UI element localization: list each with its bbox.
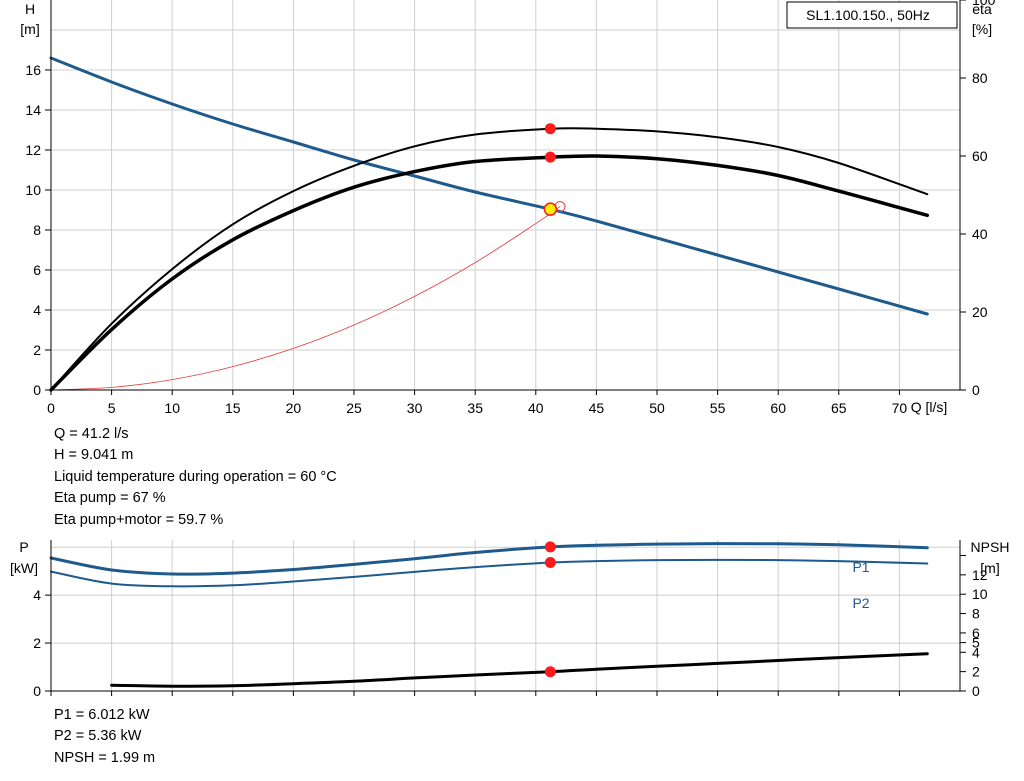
- left-tick-label: 4: [33, 302, 41, 318]
- head-chart-ticks: 0 5 10 15 20 25 30 35 40 45 50 55 60 65 70 0 2 4 6 8 10 12 14 1…: [25, 0, 996, 416]
- chart-title: SL1.100.150., 50Hz: [806, 7, 930, 23]
- x-tick-label: 0: [47, 400, 55, 416]
- head-chart-grid: [51, 0, 960, 390]
- eta-axis-unit: [%]: [972, 21, 992, 37]
- right-tick-label: 40: [972, 226, 988, 242]
- right-tick-label: 5: [972, 635, 980, 651]
- right-tick-label: 12: [972, 567, 988, 583]
- x-tick-label: 15: [225, 400, 241, 416]
- power-chart-axes: [50, 540, 961, 692]
- right-tick-label: 6: [972, 625, 980, 641]
- left-tick-label: 2: [33, 635, 41, 651]
- left-tick-label: 0: [33, 683, 41, 699]
- right-tick-label: 8: [972, 606, 980, 622]
- left-tick-label: 8: [33, 222, 41, 238]
- right-tick-label: 4: [972, 644, 980, 660]
- right-tick-label: 0: [972, 683, 980, 699]
- left-tick-label: 14: [25, 102, 41, 118]
- power-chart-markers: [544, 541, 556, 678]
- right-tick-label: 20: [972, 304, 988, 320]
- head-chart-axes: [50, 0, 961, 391]
- x-tick-label: 65: [831, 400, 847, 416]
- x-tick-label: 60: [770, 400, 786, 416]
- left-tick-label: 0: [33, 382, 41, 398]
- eta-pump-motor-curve: [49, 154, 930, 392]
- x-tick-label: 55: [710, 400, 726, 416]
- head-chart-curves: [49, 56, 930, 392]
- power-chart-grid: [51, 540, 960, 691]
- p-axis-title: P: [19, 539, 28, 555]
- left-tick-label: 4: [33, 587, 41, 603]
- x-tick-label: 50: [649, 400, 665, 416]
- right-tick-label: 80: [972, 70, 988, 86]
- h-curve: [49, 56, 929, 316]
- x-tick-label: 35: [467, 400, 483, 416]
- eta-pump-readout: Eta pump = 67 %: [54, 490, 166, 507]
- eta-pump-marker: [544, 123, 556, 135]
- p2-marker: [544, 557, 556, 569]
- right-tick-label: 0: [972, 382, 980, 398]
- p2-series-label: P2: [852, 595, 869, 611]
- left-tick-label: 16: [25, 62, 41, 78]
- left-tick-label: 12: [25, 142, 41, 158]
- power-chart-curves: [49, 542, 929, 688]
- x-tick-label: 30: [407, 400, 423, 416]
- h-axis-unit: [m]: [20, 21, 39, 37]
- npsh-curve: [110, 652, 929, 688]
- head-chart-markers: [543, 123, 566, 216]
- eta-pump-motor-marker: [544, 151, 556, 163]
- npsh-axis-unit: [m]: [980, 560, 999, 576]
- title-box: [786, 1, 958, 29]
- eta-axis-title: eta: [972, 1, 992, 17]
- p2-readout: P2 = 5.36 kW: [54, 728, 142, 745]
- x-tick-label: 5: [108, 400, 116, 416]
- power-point-info: P1 = 6.012 kW P2 = 5.36 kW NPSH = 1.99 m: [54, 705, 155, 769]
- right-tick-label: 100: [972, 0, 996, 8]
- eta-pump-curve: [50, 127, 929, 391]
- left-tick-label: 6: [33, 262, 41, 278]
- left-tick-label: 10: [25, 182, 41, 198]
- liquid-temperature-readout: Liquid temperature during operation = 60…: [54, 468, 337, 485]
- x-tick-label: 20: [286, 400, 302, 416]
- right-tick-label: 2: [972, 664, 980, 680]
- x-tick-label: 45: [589, 400, 605, 416]
- npsh-axis-title: NPSH: [971, 539, 1010, 555]
- duty-point-marker: [543, 202, 558, 216]
- head-readout: H = 9.041 m: [54, 447, 134, 464]
- q-axis-title: Q [l/s]: [911, 399, 948, 415]
- flow-readout: Q = 41.2 l/s: [54, 426, 129, 442]
- npsh-readout: NPSH = 1.99 m: [54, 749, 156, 766]
- x-tick-label: 10: [164, 400, 180, 416]
- p-axis-unit: [kW]: [10, 560, 38, 576]
- eta-pump-motor-readout: Eta pump+motor = 59.7 %: [54, 511, 224, 528]
- p1-series-label: P1: [852, 559, 869, 575]
- p1-curve: [49, 542, 929, 576]
- system-curve-curve: [50, 206, 561, 391]
- x-tick-label: 40: [528, 400, 544, 416]
- head-efficiency-chart: 0 5 10 15 20 25 30 35 40 45 50 55 60 65 70 0 2 4 6 8 10 12 14 1…: [20, 0, 996, 416]
- right-tick-label: 60: [972, 148, 988, 164]
- x-tick-label: 25: [346, 400, 362, 416]
- left-tick-label: 2: [33, 342, 41, 358]
- p1-marker: [544, 541, 556, 553]
- duty-point-info: Q = 41.2 l/s H = 9.041 m Liquid temperat…: [54, 424, 337, 531]
- x-tick-label: 70: [892, 400, 908, 416]
- npsh-marker: [544, 666, 556, 678]
- p2-curve: [50, 558, 929, 588]
- p1-readout: P1 = 6.012 kW: [54, 707, 150, 723]
- right-tick-label: 10: [972, 586, 988, 602]
- h-axis-title: H: [25, 1, 35, 17]
